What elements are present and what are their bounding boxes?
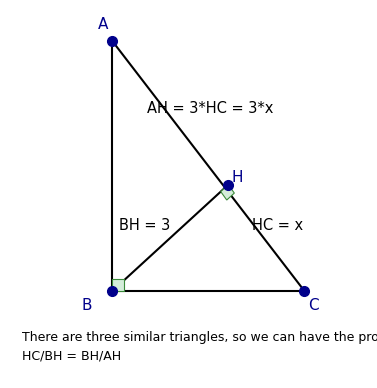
Text: C: C: [308, 298, 319, 313]
Text: There are three similar triangles, so we can have the proportion: There are three similar triangles, so we…: [22, 331, 377, 344]
Text: B: B: [82, 298, 92, 313]
Polygon shape: [112, 279, 124, 291]
Text: HC = x: HC = x: [251, 218, 303, 233]
Polygon shape: [221, 185, 234, 200]
Text: HC/BH = BH/AH: HC/BH = BH/AH: [22, 350, 121, 362]
Text: A: A: [98, 17, 109, 32]
Text: H: H: [231, 170, 243, 185]
Text: BH = 3: BH = 3: [120, 218, 171, 233]
Text: AH = 3*HC = 3*x: AH = 3*HC = 3*x: [147, 101, 273, 116]
